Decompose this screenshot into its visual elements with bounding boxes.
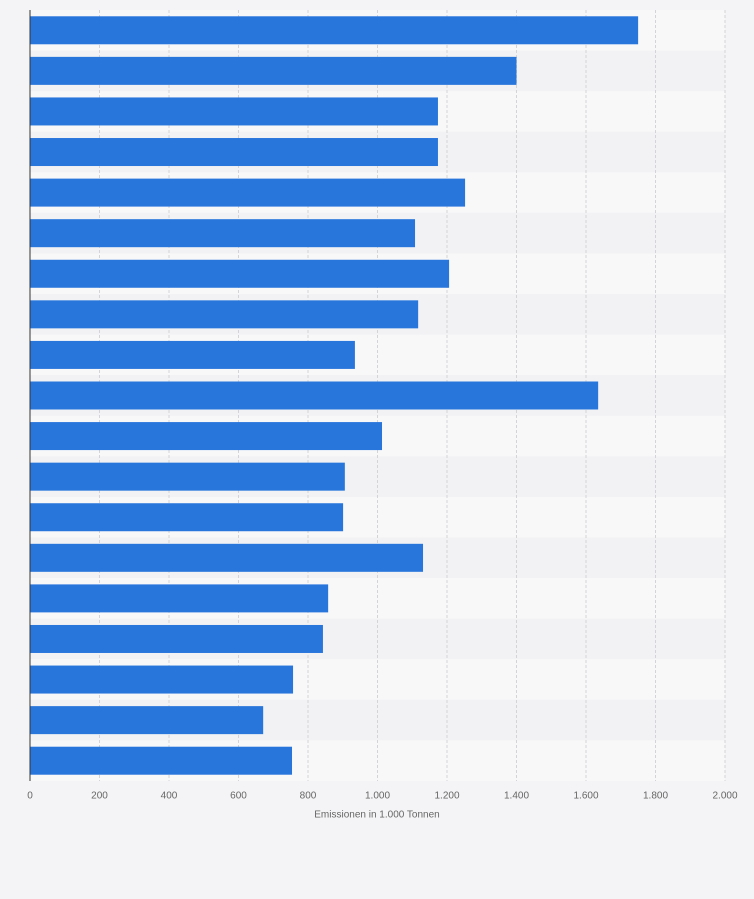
bar — [30, 746, 293, 775]
bar — [30, 138, 438, 167]
x-tick-label: 1.800 — [643, 791, 668, 802]
bar — [30, 381, 599, 410]
x-tick-label: 1.000 — [365, 791, 390, 802]
bar — [30, 340, 355, 369]
x-tick-label: 200 — [91, 791, 108, 802]
bar — [30, 97, 438, 126]
bar — [30, 503, 344, 532]
bar — [30, 706, 264, 735]
bar — [30, 16, 639, 45]
bar — [30, 665, 294, 694]
x-tick-label: 600 — [230, 791, 247, 802]
x-axis-title: Emissionen in 1.000 Tonnen — [314, 810, 439, 821]
bar — [30, 422, 383, 451]
x-tick-label: 400 — [161, 791, 178, 802]
x-tick-label: 1.200 — [434, 791, 459, 802]
bar — [30, 543, 424, 572]
x-tick-label: 0 — [27, 791, 33, 802]
bar — [30, 584, 329, 613]
bar — [30, 259, 450, 288]
x-tick-label: 1.400 — [504, 791, 529, 802]
bar — [30, 219, 416, 248]
bar — [30, 624, 323, 653]
x-tick-label: 800 — [300, 791, 317, 802]
x-tick-label: 1.600 — [573, 791, 598, 802]
x-tick-label: 2.000 — [712, 791, 737, 802]
bar — [30, 56, 517, 85]
bar — [30, 178, 466, 207]
bar — [30, 300, 419, 329]
bar — [30, 462, 345, 491]
